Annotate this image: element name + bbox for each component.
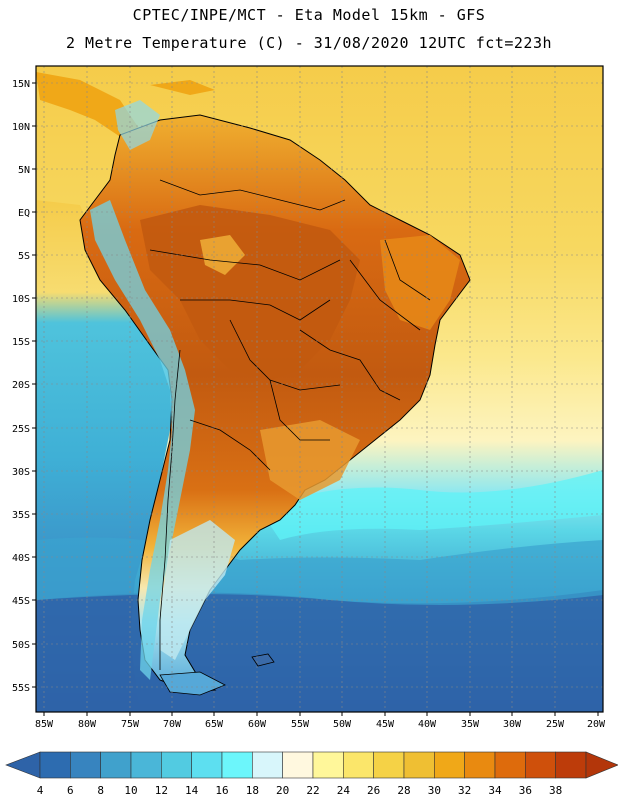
legend-swatch	[100, 751, 132, 779]
legend-tick-label: 26	[367, 784, 380, 797]
central-america	[36, 72, 140, 140]
legend-swatch	[525, 751, 556, 779]
longitude-axis	[43, 712, 599, 716]
legend-swatch	[373, 751, 405, 779]
tierra-del-fuego	[159, 671, 226, 696]
lat-label: 15N	[12, 79, 30, 90]
lat-label: 30S	[12, 467, 30, 478]
legend-tick-label: 14	[185, 784, 199, 797]
legend-tick-label: 18	[246, 784, 259, 797]
legend-arrow-high	[585, 751, 618, 779]
country-borders	[149, 179, 431, 670]
legend-tick-label: 38	[549, 784, 562, 797]
legend-tick-label: 22	[306, 784, 319, 797]
legend-swatch	[494, 751, 526, 779]
cyan-current	[260, 470, 603, 540]
southern-ocean	[36, 590, 603, 712]
legend-tick-label: 30	[428, 784, 441, 797]
legend-swatch	[555, 751, 587, 779]
legend-swatch	[403, 751, 435, 779]
lat-label: 10N	[12, 122, 30, 133]
lon-label: 35W	[461, 719, 480, 730]
lon-label: 60W	[248, 719, 267, 730]
lon-label: 85W	[35, 719, 54, 730]
latitude-axis	[32, 82, 36, 688]
lat-label: 35S	[12, 510, 30, 521]
legend-arrow-low	[5, 751, 41, 779]
lon-label: 80W	[78, 719, 97, 730]
falkland-islands	[251, 653, 275, 667]
lat-label: 55S	[12, 683, 30, 694]
legend-swatch	[221, 751, 253, 779]
legend-tick-label: 4	[37, 784, 44, 797]
map-field	[36, 66, 603, 712]
patagonia	[160, 520, 235, 660]
legend-tick-label: 36	[519, 784, 532, 797]
lon-label: 50W	[333, 719, 352, 730]
caribbean-islands	[150, 80, 215, 95]
map-title-line-1: CPTEC/INPE/MCT - Eta Model 15km - GFS	[132, 6, 486, 24]
lat-label: 40S	[12, 553, 30, 564]
legend-swatch	[312, 751, 344, 779]
legend-swatch	[282, 751, 314, 779]
lat-label: 20S	[12, 380, 30, 391]
legend-tick-label: 12	[155, 784, 168, 797]
lat-label: 15S	[12, 337, 30, 348]
legend-tick-label: 8	[97, 784, 104, 797]
legend-tick-label: 28	[397, 784, 410, 797]
lat-label: 50S	[12, 640, 30, 651]
lon-label: 65W	[205, 719, 224, 730]
lon-label: 45W	[376, 719, 395, 730]
amazon-hot-core	[140, 205, 360, 380]
map-title-line-2: 2 Metre Temperature (C) - 31/08/2020 12U…	[65, 34, 553, 52]
legend-tick-label: 10	[124, 784, 137, 797]
color-legend: 4 6 8 10 12 14 16 18 20 22 24 26 28 30 32 34 36 38	[5, 751, 618, 797]
legend-swatch	[343, 751, 374, 779]
south-brazil	[260, 420, 360, 500]
legend-swatch	[130, 751, 162, 779]
lon-label: 40W	[418, 719, 437, 730]
lon-label: 55W	[291, 719, 310, 730]
lon-label: 25W	[546, 719, 565, 730]
andes-cold	[90, 200, 195, 680]
lon-label: 20W	[587, 719, 606, 730]
lon-label: 70W	[163, 719, 182, 730]
legend-swatch	[161, 751, 192, 779]
lat-label: 5S	[18, 251, 30, 262]
legend-swatch	[191, 751, 223, 779]
lon-label: 75W	[121, 719, 140, 730]
lat-label: 25S	[12, 424, 30, 435]
legend-tick-label: 34	[488, 784, 502, 797]
lat-label: 10S	[12, 294, 30, 305]
map-frame	[35, 65, 604, 713]
lat-label: 5N	[18, 165, 30, 176]
northeast-brazil	[380, 235, 460, 330]
northern-andes	[115, 100, 160, 150]
legend-tick-label: 16	[215, 784, 228, 797]
legend-swatch	[464, 751, 496, 779]
legend-swatch	[70, 751, 101, 779]
legend-swatch	[39, 751, 71, 779]
lat-label: 45S	[12, 596, 30, 607]
legend-tick-label: 20	[276, 784, 289, 797]
lon-label: 30W	[503, 719, 522, 730]
legend-swatch	[434, 751, 465, 779]
legend-tick-label: 32	[458, 784, 471, 797]
legend-tick-label: 24	[337, 784, 351, 797]
legend-swatch	[252, 751, 283, 779]
legend-tick-label: 6	[67, 784, 74, 797]
lat-label: EQ	[18, 208, 30, 219]
